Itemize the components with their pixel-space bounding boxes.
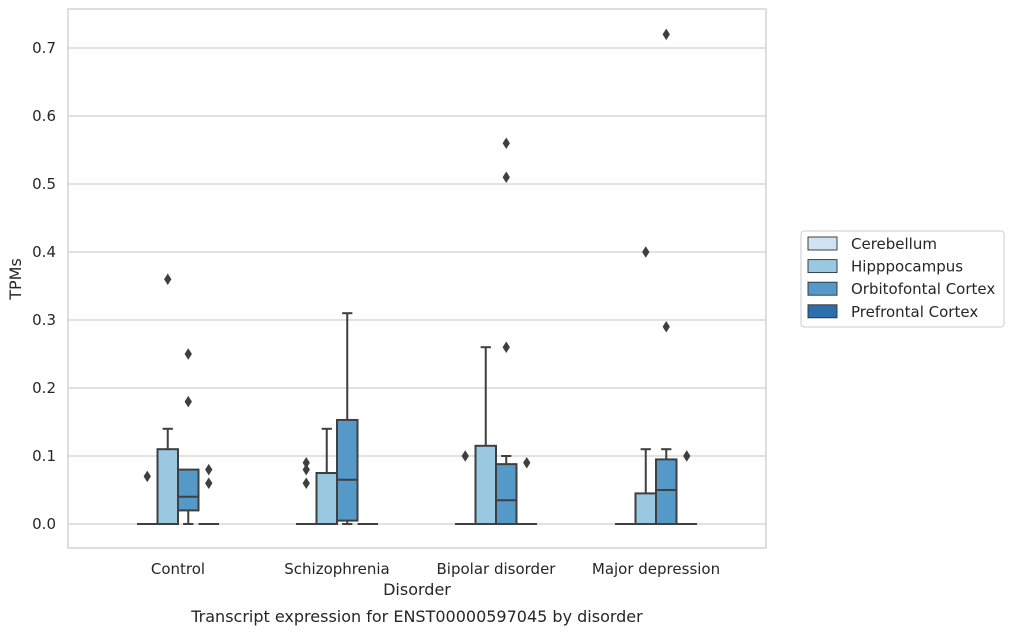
box-group (156, 273, 179, 526)
box-group (177, 348, 200, 525)
chart-caption: Transcript expression for ENST0000059704… (190, 607, 643, 626)
box (474, 444, 497, 525)
outlier-point (523, 457, 531, 469)
grid-lines (68, 47, 766, 525)
box-group (495, 137, 518, 526)
box-group (455, 450, 476, 525)
y-tick-label: 0.5 (32, 175, 56, 193)
box-group (296, 457, 317, 525)
legend-label: Orbitofontal Cortex (851, 280, 995, 298)
box (495, 463, 518, 526)
y-tick-label: 0.3 (32, 311, 56, 329)
outlier-point (184, 395, 192, 408)
box (336, 418, 359, 522)
outlier-point (662, 321, 670, 333)
outlier-point (164, 273, 172, 285)
outlier-point (502, 137, 510, 149)
box-group (137, 470, 158, 525)
y-tick-label: 0.6 (32, 107, 56, 125)
x-axis-label: Disorder (383, 580, 451, 599)
y-tick-label: 0.0 (32, 515, 56, 533)
box-group (474, 346, 497, 525)
y-axis-label: TPMs (6, 258, 25, 301)
outlier-point (302, 477, 310, 489)
box-group (516, 457, 537, 525)
legend-swatch (807, 281, 838, 296)
box-group (336, 312, 359, 525)
outlier-point (662, 28, 670, 41)
legend-label: Hipppocampus (851, 258, 963, 276)
y-tick-labels: 0.0 0.1 0.2 0.3 0.4 0.5 0.6 0.7 (32, 39, 56, 533)
box (634, 492, 657, 525)
y-tick-label: 0.7 (32, 39, 56, 57)
legend-label: Cerebellum (851, 235, 937, 253)
box-group (315, 427, 338, 525)
box (156, 448, 179, 526)
outlier-point (642, 246, 650, 258)
box (315, 472, 338, 525)
box-group (198, 463, 219, 525)
box-group (676, 450, 697, 525)
x-tick-labels: Control Schizophrenia Bipolar disorder Majo… (151, 560, 720, 578)
outlier-point (461, 450, 469, 462)
y-tick-label: 0.4 (32, 243, 56, 261)
legend-swatch (807, 259, 838, 274)
outlier-point (302, 457, 310, 469)
outlier-point (502, 171, 510, 183)
outlier-point (184, 348, 192, 360)
x-tick-label: Schizophrenia (284, 560, 389, 578)
legend: Cerebellum Hipppocampus Orbitofontal Corte… (800, 230, 1005, 328)
outlier-point (502, 341, 510, 353)
y-tick-label: 0.1 (32, 447, 56, 465)
outlier-point (205, 463, 213, 476)
box-group (655, 28, 678, 525)
outlier-point (143, 470, 151, 483)
legend-swatch (807, 236, 838, 251)
y-tick-label: 0.2 (32, 379, 56, 397)
legend-swatch (807, 304, 838, 319)
box (655, 458, 678, 525)
x-tick-label: Control (151, 560, 205, 578)
x-tick-label: Major depression (592, 560, 720, 578)
box-group (634, 246, 657, 525)
plot-boxes (137, 28, 697, 526)
outlier-point (302, 463, 310, 476)
legend-label: Prefrontal Cortex (851, 303, 978, 321)
legend-frame (800, 230, 1005, 328)
x-tick-label: Bipolar disorder (437, 560, 557, 578)
outlier-point (683, 450, 691, 462)
box (177, 468, 200, 512)
plot-frame (67, 8, 767, 549)
outlier-point (205, 477, 213, 489)
